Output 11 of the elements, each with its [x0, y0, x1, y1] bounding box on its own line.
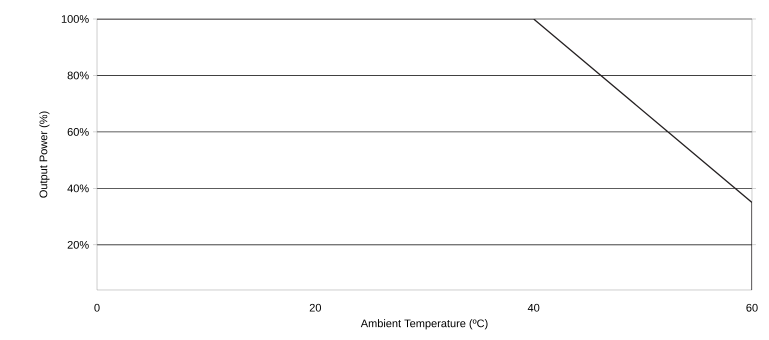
y-tick-label: 40% [67, 184, 89, 192]
y-tick-label: 20% [68, 240, 89, 249]
x-tick-label: 40 [528, 304, 540, 312]
x-tick-label: 20 [310, 304, 322, 312]
x-tick-label: 0 [94, 304, 100, 312]
y-tick-label: 80% [68, 72, 89, 80]
y-tick-label: 60% [68, 128, 89, 136]
y-tick-label: 100% [62, 15, 89, 23]
y-axis-title: Output Power (%) [39, 111, 50, 198]
x-tick-label: 60 [746, 304, 758, 312]
x-axis-title: Ambient Temperature (ºC) [360, 319, 488, 330]
